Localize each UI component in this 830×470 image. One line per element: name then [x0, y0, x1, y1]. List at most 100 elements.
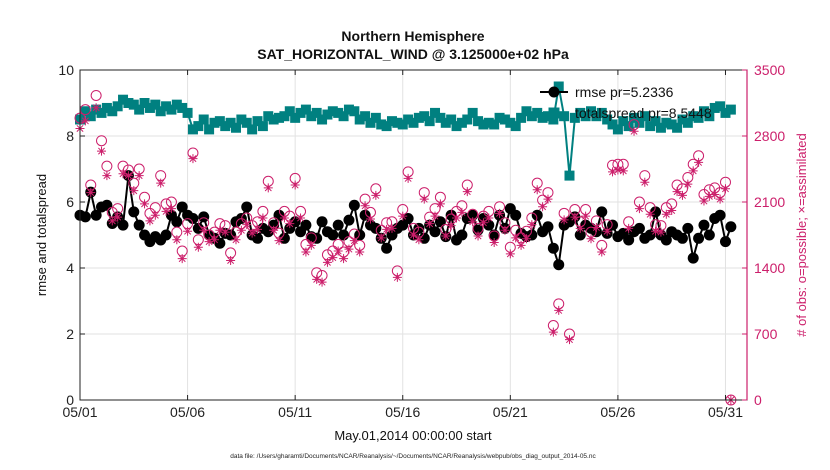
totalspread-point — [430, 107, 441, 118]
totalspread-point — [435, 112, 446, 123]
totalspread-point — [580, 111, 591, 122]
totalspread-point — [365, 117, 376, 128]
rmse-point — [128, 206, 140, 218]
totalspread-point — [532, 107, 543, 118]
y-axis-left-label: rmse and totalspread — [34, 174, 49, 296]
obs-assimilated-point — [409, 230, 418, 240]
obs-assimilated-point — [656, 227, 666, 237]
obs-possible-point — [96, 135, 108, 147]
obs-assimilated-point — [107, 216, 117, 226]
rmse-point — [676, 232, 688, 244]
rmse-point — [682, 222, 694, 234]
totalspread-point — [403, 114, 414, 125]
totalspread-point — [569, 112, 580, 123]
totalspread-point — [209, 117, 220, 128]
x-tick-label: 05/26 — [600, 404, 635, 420]
series-layer — [74, 81, 737, 406]
totalspread-point — [596, 107, 607, 118]
totalspread-point — [295, 107, 306, 118]
rmse-point — [719, 236, 731, 248]
totalspread-point — [257, 121, 268, 132]
totalspread-point — [333, 107, 344, 118]
totalspread-point — [300, 104, 311, 115]
totalspread-point — [666, 119, 677, 130]
obs-assimilated-point — [581, 211, 591, 221]
obs-assimilated-point — [209, 235, 219, 245]
obs-assimilated-point — [199, 225, 209, 235]
obs-assimilated-point — [333, 246, 343, 256]
rmse-point — [117, 219, 129, 231]
obs-assimilated-point — [710, 189, 720, 199]
totalspread-point — [494, 112, 505, 123]
obs-assimilated-point — [161, 206, 171, 216]
totalspread-point — [623, 121, 634, 132]
totalspread-point — [655, 122, 666, 133]
rmse-point — [332, 219, 344, 231]
totalspread-point — [618, 116, 629, 127]
totalspread-point — [225, 117, 236, 128]
series-rmse — [74, 170, 737, 271]
obs-assimilated-point — [274, 236, 284, 246]
totalspread-point — [456, 117, 467, 128]
obs-assimilated-point — [355, 247, 365, 257]
obs-assimilated-point — [344, 244, 354, 254]
rmse-point — [79, 211, 91, 223]
totalspread-point — [542, 111, 553, 122]
totalspread-point — [134, 104, 145, 115]
obs-assimilated-point — [629, 126, 639, 136]
obs-assimilated-point — [462, 187, 472, 197]
totalspread-point — [698, 106, 709, 117]
obs-assimilated-point — [118, 169, 128, 179]
rmse-point — [192, 222, 204, 234]
x-tick-label: 05/01 — [62, 404, 97, 420]
totalspread-point — [440, 117, 451, 128]
rmse-point — [171, 216, 183, 228]
obs-possible-point — [101, 160, 113, 172]
totalspread-point — [510, 121, 521, 132]
obs-assimilated-point — [489, 238, 499, 248]
totalspread-point — [182, 107, 193, 118]
totalspread-point — [607, 119, 618, 130]
legend-rmse-marker — [548, 86, 560, 98]
totalspread-point — [85, 111, 96, 122]
totalspread-point — [128, 99, 139, 110]
x-tick-label: 05/06 — [170, 404, 205, 420]
obs-assimilated-point — [231, 235, 241, 245]
x-tick-label: 05/16 — [385, 404, 420, 420]
y-right-tick-label: 2100 — [754, 194, 785, 210]
rmse-point — [542, 221, 554, 233]
obs-assimilated-point — [473, 231, 483, 241]
totalspread-point — [720, 107, 731, 118]
obs-assimilated-point — [425, 219, 435, 229]
totalspread-point — [559, 111, 570, 122]
x-tick-label: 05/21 — [493, 404, 528, 420]
chart-title: Northern Hemisphere — [341, 28, 484, 44]
totalspread-point — [672, 122, 683, 133]
obs-assimilated-point — [253, 224, 263, 234]
obs-assimilated-point — [688, 166, 698, 176]
rmse-point — [687, 252, 699, 264]
totalspread-point — [338, 111, 349, 122]
totalspread-point — [247, 124, 258, 135]
obs-assimilated-point — [597, 247, 607, 257]
rmse-point — [359, 209, 371, 221]
totalspread-point — [682, 117, 693, 128]
legend-totalspread-label: totalspread pr=8.5448 — [575, 105, 712, 121]
totalspread-point — [155, 106, 166, 117]
obs-assimilated-point — [430, 211, 440, 221]
rmse-point — [348, 199, 360, 211]
chart-subtitle: SAT_HORIZONTAL_WIND @ 3.125000e+02 hPa — [257, 46, 569, 62]
totalspread-point — [376, 119, 387, 130]
obs-assimilated-point — [398, 211, 408, 221]
obs-assimilated-point — [236, 225, 246, 235]
obs-assimilated-point — [322, 257, 332, 267]
legend-rmse-label: rmse pr=5.2336 — [575, 84, 674, 100]
rmse-point — [187, 213, 199, 224]
obs-assimilated-point — [511, 233, 521, 243]
obs-assimilated-point — [640, 177, 650, 187]
rmse-point — [714, 209, 726, 221]
totalspread-point — [677, 114, 688, 125]
totalspread-point — [392, 117, 403, 128]
totalspread-point — [290, 112, 301, 123]
obs-assimilated-point — [150, 210, 160, 220]
